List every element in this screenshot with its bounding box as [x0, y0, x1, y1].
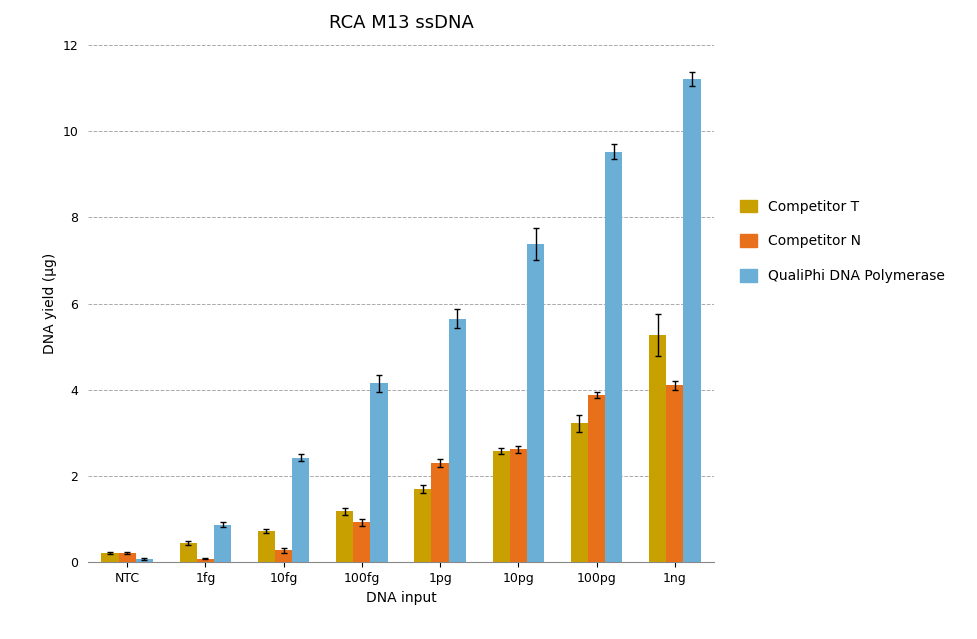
- Bar: [196, 559, 214, 562]
- Legend: Competitor T, Competitor N, QualiPhi DNA Polymerase: Competitor T, Competitor N, QualiPhi DNA…: [733, 192, 951, 290]
- Bar: [683, 79, 700, 562]
- Bar: [258, 531, 275, 562]
- Bar: [136, 559, 152, 562]
- Y-axis label: DNA yield (µg): DNA yield (µg): [43, 253, 57, 354]
- Bar: [448, 319, 465, 562]
- Bar: [292, 458, 309, 562]
- Bar: [527, 244, 543, 562]
- Bar: [336, 511, 353, 562]
- Bar: [509, 449, 527, 562]
- Bar: [118, 553, 136, 562]
- Bar: [665, 385, 683, 562]
- Bar: [180, 543, 196, 562]
- Bar: [431, 463, 448, 562]
- Bar: [102, 553, 118, 562]
- X-axis label: DNA input: DNA input: [365, 590, 436, 604]
- Bar: [571, 424, 587, 562]
- Bar: [605, 151, 621, 562]
- Title: RCA M13 ssDNA: RCA M13 ssDNA: [328, 14, 473, 32]
- Bar: [370, 383, 387, 562]
- Bar: [275, 550, 292, 562]
- Bar: [492, 452, 509, 562]
- Bar: [214, 525, 231, 562]
- Bar: [414, 489, 431, 562]
- Bar: [649, 335, 665, 562]
- Bar: [587, 395, 605, 562]
- Bar: [353, 522, 370, 562]
